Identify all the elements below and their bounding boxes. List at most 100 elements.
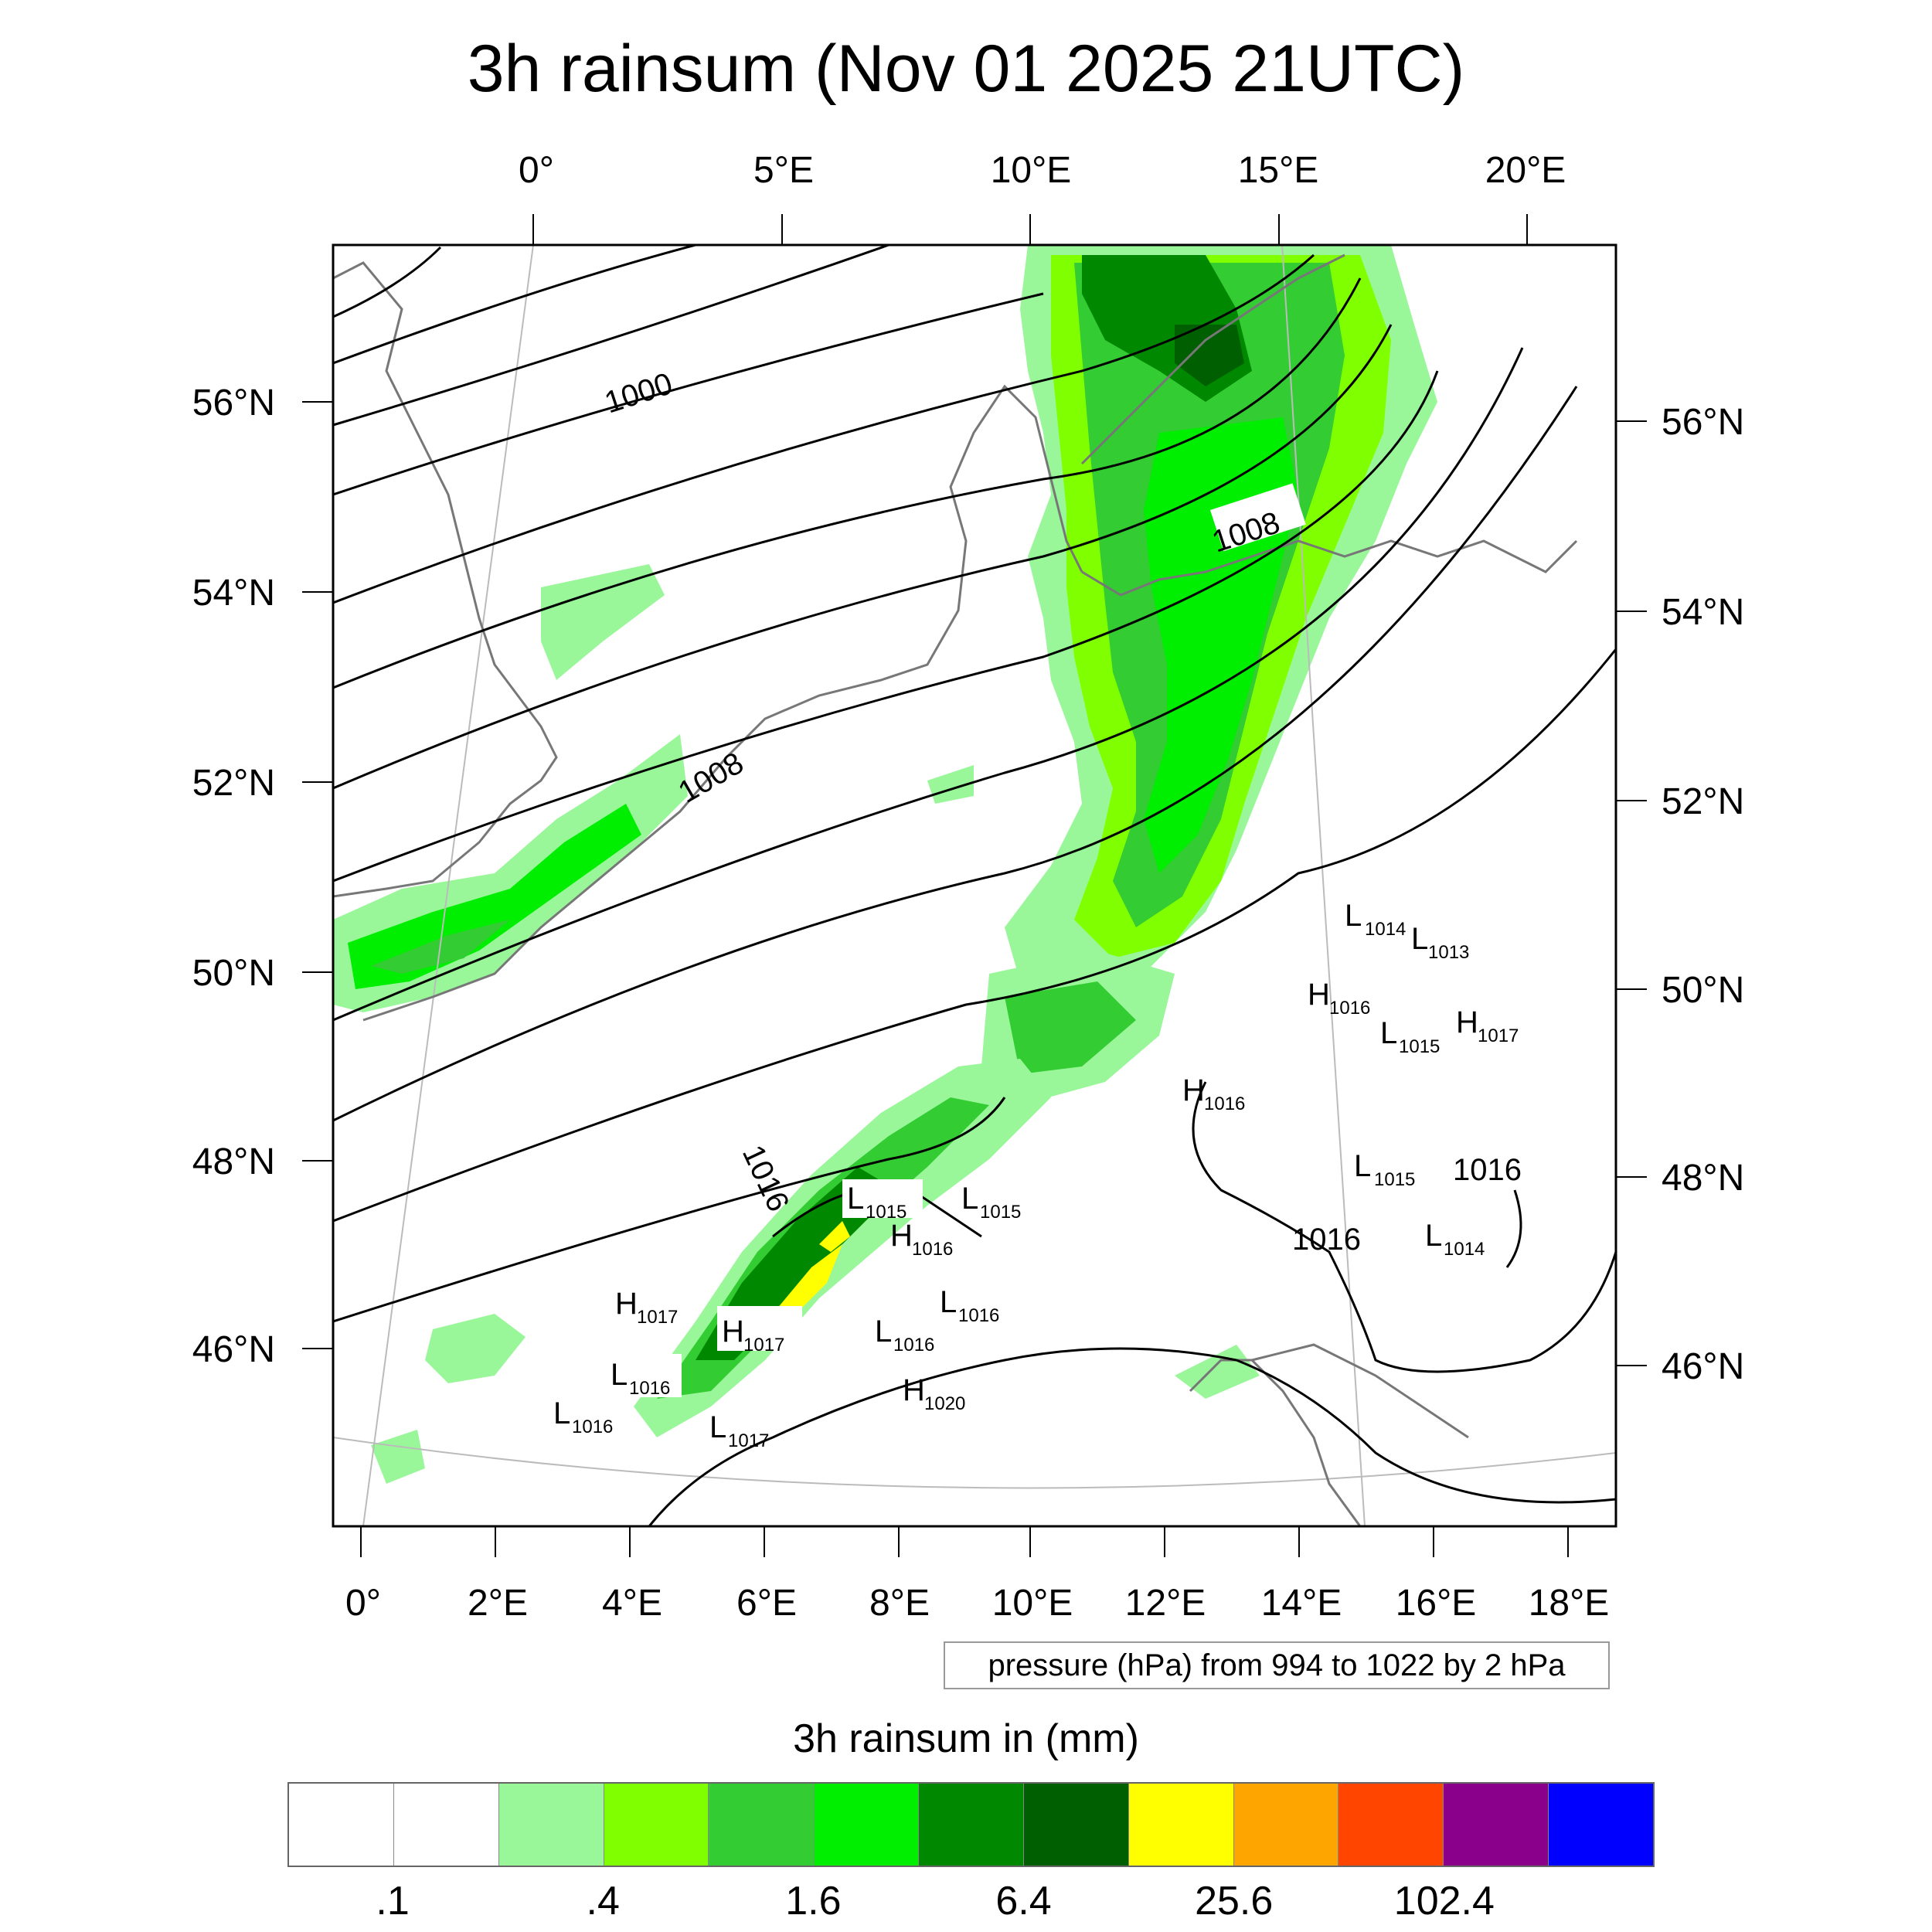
bottom-lon-label: 16°E — [1396, 1583, 1477, 1624]
svg-text:L: L — [1380, 1016, 1397, 1050]
svg-text:H: H — [615, 1287, 638, 1321]
svg-text:L: L — [847, 1182, 864, 1216]
svg-text:1016: 1016 — [629, 1378, 670, 1399]
svg-text:1020: 1020 — [924, 1393, 965, 1414]
bottom-lon-label: 14°E — [1261, 1583, 1342, 1624]
rain-area-south-peak-2 — [819, 1221, 850, 1252]
bottom-lon-label: 2°E — [468, 1583, 528, 1624]
bottom-lon-label: 10°E — [992, 1583, 1073, 1624]
top-lon-label: 10°E — [991, 150, 1072, 191]
colorbar-swatch — [1338, 1784, 1444, 1866]
bottom-lon-label: 4°E — [602, 1583, 662, 1624]
left-lat-label: 52°N — [192, 763, 275, 804]
svg-text:1016: 1016 — [572, 1417, 613, 1437]
colorbar-swatch — [1444, 1784, 1549, 1866]
meridian-0 — [362, 245, 534, 1526]
isobar-998 — [333, 245, 889, 427]
right-lat-label: 56°N — [1662, 402, 1744, 443]
svg-text:H: H — [903, 1373, 925, 1407]
top-lon-label: 0° — [519, 150, 554, 191]
svg-text:1017: 1017 — [637, 1307, 678, 1328]
svg-text:H: H — [722, 1315, 744, 1349]
right-lat-label: 50°N — [1662, 970, 1744, 1011]
colorbar-swatch — [919, 1784, 1024, 1866]
svg-text:L: L — [875, 1315, 892, 1349]
right-lat-label: 46°N — [1662, 1346, 1744, 1387]
colorbar-title: 3h rainsum in (mm) — [793, 1716, 1139, 1761]
bottom-lon-label: 6°E — [736, 1583, 797, 1624]
map-title: 3h rainsum (Nov 01 2025 21UTC) — [467, 32, 1465, 106]
coast-italy — [1189, 1359, 1362, 1526]
colorbar — [287, 1782, 1655, 1867]
svg-text:1017: 1017 — [743, 1335, 784, 1355]
isobar-label: 1000 — [600, 366, 676, 420]
rain-patch-2 — [541, 564, 665, 680]
svg-text:1017: 1017 — [1478, 1026, 1519, 1046]
colorbar-swatch — [393, 1784, 499, 1866]
svg-text:1015: 1015 — [1374, 1169, 1415, 1190]
isobar-1016d — [1505, 1189, 1522, 1268]
axis-labels: 0° 5°E 10°E 15°E 20°E 0° 2°E 4°E 6°E 8°E… — [192, 150, 1745, 1624]
pressure-markers: L 1014 L 1013 H 1016 L 1015 H 1017 H 1016 L 101… — [553, 899, 1519, 1451]
rain-area-west-2 — [348, 804, 641, 989]
rain-area-south-peak — [773, 1244, 842, 1321]
coast-continent — [362, 384, 1083, 1022]
isobar-1016c — [1192, 1081, 1616, 1373]
pressure-marker: L 1016 — [875, 1315, 934, 1355]
bottom-lon-label: 18°E — [1529, 1583, 1610, 1624]
left-lat-label: 48°N — [192, 1141, 275, 1182]
pressure-marker: L 1015 — [1354, 1149, 1415, 1190]
colorbar-swatch — [604, 1784, 709, 1866]
left-lat-label: 54°N — [192, 573, 275, 614]
svg-text:1016: 1016 — [893, 1335, 934, 1355]
rain-field — [333, 245, 1437, 1484]
isobar-1000 — [333, 292, 1044, 496]
svg-text:1016: 1016 — [912, 1239, 953, 1260]
bottom-lon-label: 0° — [345, 1583, 381, 1624]
colorbar-swatch — [1128, 1784, 1234, 1866]
left-lat-label: 50°N — [192, 953, 275, 994]
isobar-1010 — [333, 347, 1524, 1022]
pressure-marker: H 1017 — [722, 1315, 784, 1355]
top-lon-label: 20°E — [1485, 150, 1566, 191]
isobar-label: 1016 — [736, 1140, 795, 1216]
left-lat-label: 46°N — [192, 1329, 275, 1370]
coast-britain — [333, 261, 558, 898]
graticule — [333, 245, 1616, 1526]
pressure-marker: H 1016 — [1182, 1073, 1245, 1114]
isobar-1004 — [333, 277, 1362, 689]
svg-text:1013: 1013 — [1428, 942, 1469, 963]
pressure-marker: H 1016 — [1308, 978, 1370, 1019]
svg-text:L: L — [1425, 1219, 1442, 1253]
isobar-1014 — [333, 648, 1616, 1223]
isobar-994 — [333, 246, 442, 318]
map-frame — [332, 243, 1617, 1528]
colorbar-swatch — [1023, 1784, 1129, 1866]
pressure-marker: H 1017 — [1456, 1005, 1519, 1046]
coastlines — [333, 253, 1578, 1526]
left-lat-label: 56°N — [192, 383, 275, 423]
isobar-1002 — [333, 253, 1315, 604]
pressure-marker: L 1015 — [1380, 1016, 1440, 1057]
isobar-1018 — [648, 1347, 1616, 1526]
colorbar-label: 25.6 — [1195, 1879, 1274, 1923]
colorbar-swatch — [498, 1784, 604, 1866]
top-lon-label: 5°E — [753, 150, 814, 191]
colorbar-swatch — [814, 1784, 920, 1866]
svg-text:H: H — [890, 1219, 913, 1253]
svg-text:L: L — [1354, 1149, 1371, 1183]
isobar-1008 — [333, 370, 1439, 883]
meridian-15e — [1281, 245, 1366, 1526]
colorbar-label: 1.6 — [785, 1879, 842, 1923]
pressure-marker: L 1016 — [553, 1396, 613, 1437]
coast-baltic — [1081, 539, 1578, 597]
isobar-1006 — [333, 324, 1393, 790]
parallel-south — [333, 1437, 1616, 1489]
coast-scandinavia — [1080, 253, 1345, 465]
colorbar-labels: .1 .4 1.6 6.4 25.6 102.4 — [0, 1878, 1932, 1932]
colorbar-swatch — [289, 1784, 394, 1866]
contour-note: pressure (hPa) from 994 to 1022 by 2 hPa — [944, 1641, 1610, 1689]
isobar-label: 1008 — [673, 746, 750, 810]
right-lat-label: 52°N — [1662, 781, 1744, 822]
